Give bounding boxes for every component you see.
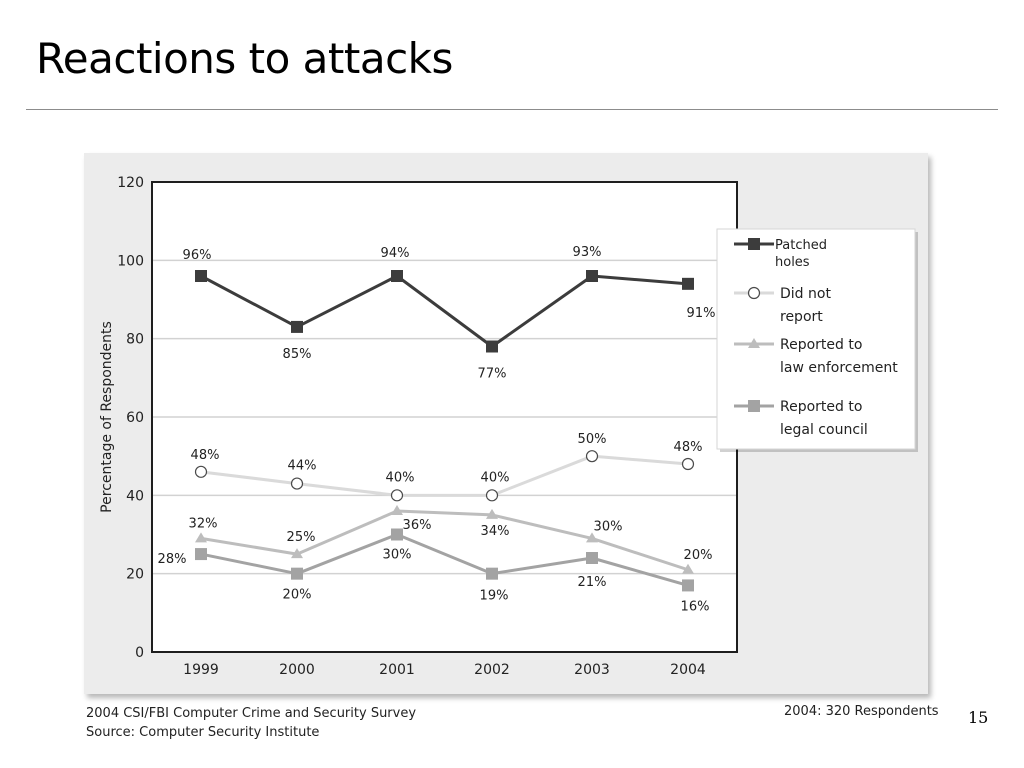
patched-holes-marker bbox=[486, 340, 498, 353]
y-axis-title: Percentage of Respondents bbox=[99, 321, 115, 513]
legal-council-marker bbox=[682, 579, 694, 592]
legend-label-legal-council: legal council bbox=[780, 422, 868, 438]
legal-council-data-label: 28% bbox=[158, 552, 187, 567]
patched-holes-marker bbox=[391, 270, 403, 282]
patched-holes-marker bbox=[586, 270, 598, 282]
title-divider bbox=[26, 109, 998, 110]
law-enforcement-data-label: 32% bbox=[189, 516, 218, 531]
legend-swatch-marker bbox=[748, 338, 760, 348]
law-enforcement-marker bbox=[195, 532, 207, 543]
patched-holes-data-label: 77% bbox=[478, 367, 507, 382]
x-tick-label: 2000 bbox=[279, 662, 315, 678]
y-tick-label: 100 bbox=[117, 253, 144, 269]
did-not-report-data-label: 48% bbox=[674, 440, 703, 455]
figure-caption: 2004 CSI/FBI Computer Crime and Security… bbox=[86, 704, 416, 742]
patched-holes-marker bbox=[195, 270, 207, 282]
law-enforcement-marker bbox=[291, 548, 303, 559]
law-enforcement-line bbox=[200, 509, 689, 572]
did-not-report-marker bbox=[390, 489, 404, 502]
did-not-report-line bbox=[200, 454, 689, 497]
did-not-report-marker bbox=[194, 465, 208, 478]
legal-council-marker bbox=[291, 567, 303, 580]
legend-swatch-marker bbox=[747, 286, 761, 300]
did-not-report-marker bbox=[681, 457, 695, 471]
legal-council-data-label: 21% bbox=[578, 575, 607, 590]
law-enforcement-data-label: 20% bbox=[684, 548, 713, 563]
legend-label-law-enforcement: Reported to bbox=[780, 337, 862, 353]
x-tick-label: 2002 bbox=[474, 662, 510, 678]
patched-holes-data-label: 96% bbox=[183, 248, 212, 263]
did-not-report-marker bbox=[485, 489, 499, 502]
source-credit: Source: Computer Security Institute bbox=[86, 725, 320, 740]
y-tick-label: 120 bbox=[117, 175, 144, 191]
patched-holes-line bbox=[200, 274, 689, 348]
x-tick-label: 2004 bbox=[670, 662, 706, 678]
patched-holes-data-label: 91% bbox=[687, 306, 716, 321]
did-not-report-marker bbox=[290, 477, 304, 490]
y-tick-label: 80 bbox=[126, 332, 144, 348]
legal-council-data-label: 30% bbox=[383, 548, 412, 563]
legend-swatch-marker bbox=[748, 238, 760, 250]
y-tick-label: 40 bbox=[126, 488, 144, 504]
did-not-report-data-label: 44% bbox=[288, 459, 317, 474]
line-chart: 0 20 40 60 80 100 120 1999 2000 2001 2002 2003 2004 P… bbox=[99, 175, 918, 678]
slide-number: 15 bbox=[968, 708, 989, 727]
legend-label-law-enforcement: law enforcement bbox=[780, 360, 898, 376]
legal-council-line bbox=[200, 533, 689, 587]
legend-label-legal-council: Reported to bbox=[780, 399, 862, 415]
x-tick-label: 1999 bbox=[183, 662, 219, 678]
legend-swatch-marker bbox=[748, 400, 760, 412]
law-enforcement-marker bbox=[391, 505, 403, 515]
law-enforcement-marker bbox=[486, 508, 498, 519]
legal-council-data-label: 19% bbox=[480, 589, 509, 604]
legal-council-data-label: 16% bbox=[681, 599, 710, 614]
did-not-report-data-label: 48% bbox=[191, 448, 220, 463]
legend bbox=[716, 228, 916, 450]
patched-holes-data-label: 93% bbox=[573, 245, 602, 260]
law-enforcement-data-label: 34% bbox=[481, 524, 510, 539]
patched-holes-marker bbox=[291, 320, 303, 333]
respondents-note: 2004: 320 Respondents bbox=[784, 704, 939, 719]
patched-holes-marker bbox=[682, 277, 694, 290]
legal-council-marker bbox=[195, 548, 207, 561]
legend-label-did-not-report: Did not bbox=[780, 286, 831, 302]
did-not-report-data-label: 40% bbox=[481, 470, 510, 485]
patched-holes-data-label: 85% bbox=[283, 347, 312, 362]
did-not-report-marker bbox=[585, 450, 599, 463]
law-enforcement-marker bbox=[682, 563, 694, 574]
legal-council-data-label: 20% bbox=[283, 588, 312, 603]
law-enforcement-marker bbox=[586, 532, 598, 543]
y-tick-label: 60 bbox=[126, 410, 144, 426]
did-not-report-data-label: 40% bbox=[386, 470, 415, 485]
law-enforcement-data-label: 36% bbox=[403, 518, 432, 533]
legal-council-marker bbox=[586, 552, 598, 564]
legal-council-marker bbox=[391, 528, 403, 541]
legal-council-marker bbox=[486, 567, 498, 580]
legend-label-patched-holes: holes bbox=[775, 255, 810, 270]
x-tick-label: 2003 bbox=[574, 662, 610, 678]
y-tick-label: 20 bbox=[126, 567, 144, 583]
law-enforcement-data-label: 30% bbox=[594, 519, 623, 534]
law-enforcement-data-label: 25% bbox=[287, 530, 316, 545]
y-tick-label: 0 bbox=[135, 645, 144, 661]
figure-panel: 0 20 40 60 80 100 120 1999 2000 2001 2002 2003 2004 P… bbox=[84, 153, 928, 694]
legend-label-did-not-report: report bbox=[780, 309, 823, 325]
x-tick-label: 2001 bbox=[379, 662, 415, 678]
legend-label-patched-holes: Patched bbox=[775, 238, 827, 253]
did-not-report-data-label: 50% bbox=[578, 432, 607, 447]
slide-title: Reactions to attacks bbox=[36, 34, 453, 83]
patched-holes-data-label: 94% bbox=[381, 246, 410, 261]
survey-name: 2004 CSI/FBI Computer Crime and Security… bbox=[86, 706, 417, 721]
